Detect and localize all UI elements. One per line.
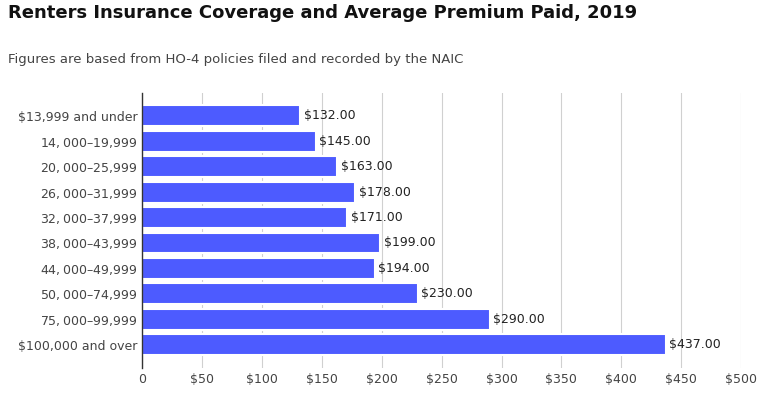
Bar <box>142 258 375 279</box>
Bar <box>142 156 337 177</box>
Bar <box>142 182 356 202</box>
Bar <box>142 309 489 330</box>
Text: $163.00: $163.00 <box>341 160 392 173</box>
Text: Renters Insurance Coverage and Average Premium Paid, 2019: Renters Insurance Coverage and Average P… <box>8 4 637 22</box>
Text: $194.00: $194.00 <box>378 262 430 275</box>
Bar <box>142 131 316 152</box>
Text: $171.00: $171.00 <box>350 211 402 224</box>
Bar <box>142 207 347 228</box>
Bar <box>142 334 666 355</box>
Text: $290.00: $290.00 <box>493 313 545 326</box>
Text: $145.00: $145.00 <box>319 135 371 148</box>
Text: $178.00: $178.00 <box>359 185 411 199</box>
Text: $437.00: $437.00 <box>669 338 721 351</box>
Bar <box>142 284 418 304</box>
Text: $199.00: $199.00 <box>384 236 435 250</box>
Text: Figures are based from HO-4 policies filed and recorded by the NAIC: Figures are based from HO-4 policies fil… <box>8 53 463 65</box>
Bar <box>142 233 380 253</box>
Text: $132.00: $132.00 <box>304 109 356 122</box>
Bar <box>142 105 300 126</box>
Text: $230.00: $230.00 <box>421 287 473 300</box>
